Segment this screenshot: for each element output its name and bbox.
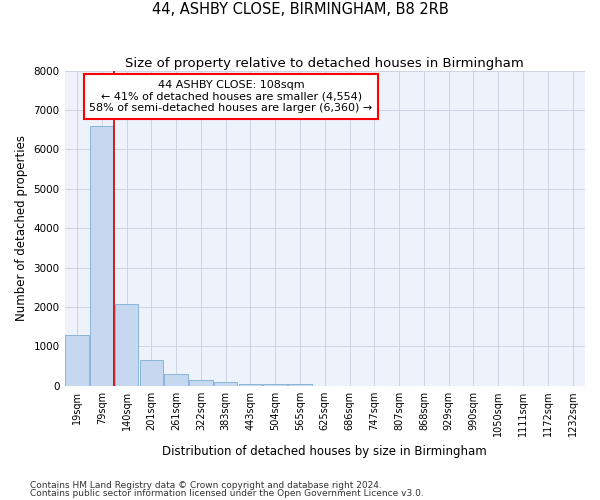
Text: Contains HM Land Registry data © Crown copyright and database right 2024.: Contains HM Land Registry data © Crown c… (30, 481, 382, 490)
Bar (239, 384, 262, 386)
Text: Contains public sector information licensed under the Open Government Licence v3: Contains public sector information licen… (30, 488, 424, 498)
Bar (263, 384, 287, 386)
Bar (189, 380, 212, 386)
Text: 44, ASHBY CLOSE, BIRMINGHAM, B8 2RB: 44, ASHBY CLOSE, BIRMINGHAM, B8 2RB (152, 2, 448, 18)
Bar (214, 382, 238, 386)
Title: Size of property relative to detached houses in Birmingham: Size of property relative to detached ho… (125, 58, 524, 70)
Bar (90, 126, 113, 386)
Bar (140, 360, 163, 386)
Text: 44 ASHBY CLOSE: 108sqm
← 41% of detached houses are smaller (4,554)
58% of semi-: 44 ASHBY CLOSE: 108sqm ← 41% of detached… (89, 80, 373, 113)
Bar (65, 334, 89, 386)
Bar (288, 384, 312, 386)
Bar (115, 304, 138, 386)
X-axis label: Distribution of detached houses by size in Birmingham: Distribution of detached houses by size … (163, 444, 487, 458)
Bar (164, 374, 188, 386)
Y-axis label: Number of detached properties: Number of detached properties (15, 135, 28, 321)
